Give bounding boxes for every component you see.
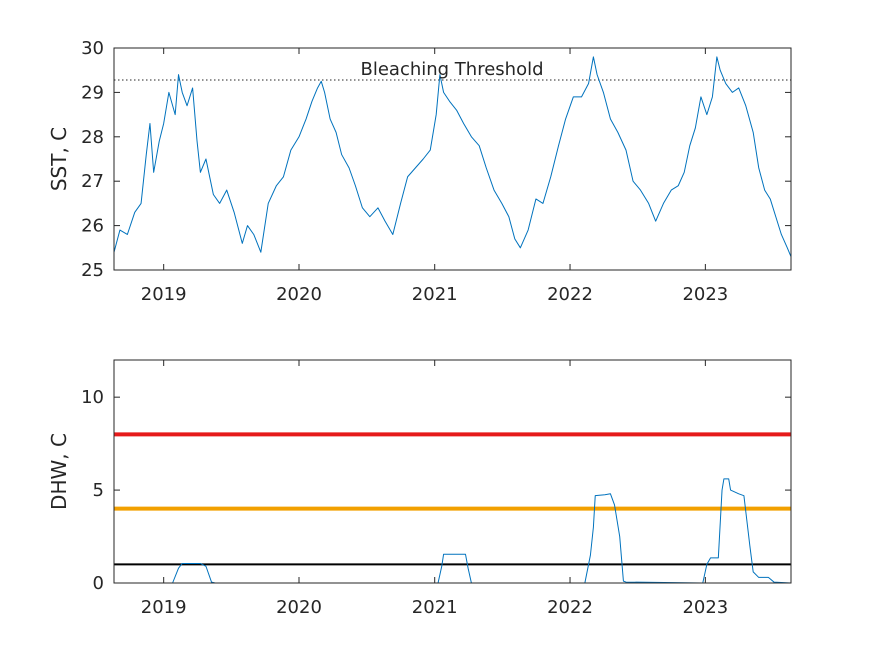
x-tick-label: 2019: [141, 284, 187, 305]
y-tick-label: 30: [81, 38, 104, 59]
x-tick-label: 2022: [547, 597, 593, 618]
x-tick-label: 2021: [412, 597, 458, 618]
y-tick-label: 25: [81, 260, 104, 281]
x-tick-label: 2019: [141, 597, 187, 618]
sst-marks: [113, 56, 792, 257]
dhw-panel: 2019 2020 2021 2022 2023 0 5 10 DHW, C: [47, 359, 792, 618]
x-tick-label: 2021: [412, 284, 458, 305]
x-tick-label: 2023: [682, 284, 728, 305]
y-tick-label: 0: [93, 573, 104, 594]
x-tick-label: 2023: [682, 597, 728, 618]
dhw-axes-box: [113, 359, 792, 584]
sst-ticks: 2019 2020 2021 2022 2023 25 26 27 28 29 30: [81, 38, 791, 305]
bleaching-threshold-label: Bleaching Threshold: [360, 59, 543, 80]
x-tick-label: 2020: [276, 284, 322, 305]
y-tick-label: 26: [81, 216, 104, 237]
y-tick-label: 10: [81, 387, 104, 408]
y-tick-label: 5: [93, 480, 104, 501]
dhw-ticks: 2019 2020 2021 2022 2023 0 5 10: [81, 360, 791, 618]
sst-y-axis-label: SST, C: [47, 127, 71, 191]
y-tick-label: 27: [81, 171, 104, 192]
sst-axes-box: [113, 47, 792, 271]
sst-series-line: [113, 56, 792, 257]
dhw-y-axis-label: DHW, C: [47, 433, 71, 510]
x-tick-label: 2022: [547, 284, 593, 305]
y-tick-label: 29: [81, 82, 104, 103]
y-tick-label: 28: [81, 127, 104, 148]
x-tick-label: 2020: [276, 597, 322, 618]
